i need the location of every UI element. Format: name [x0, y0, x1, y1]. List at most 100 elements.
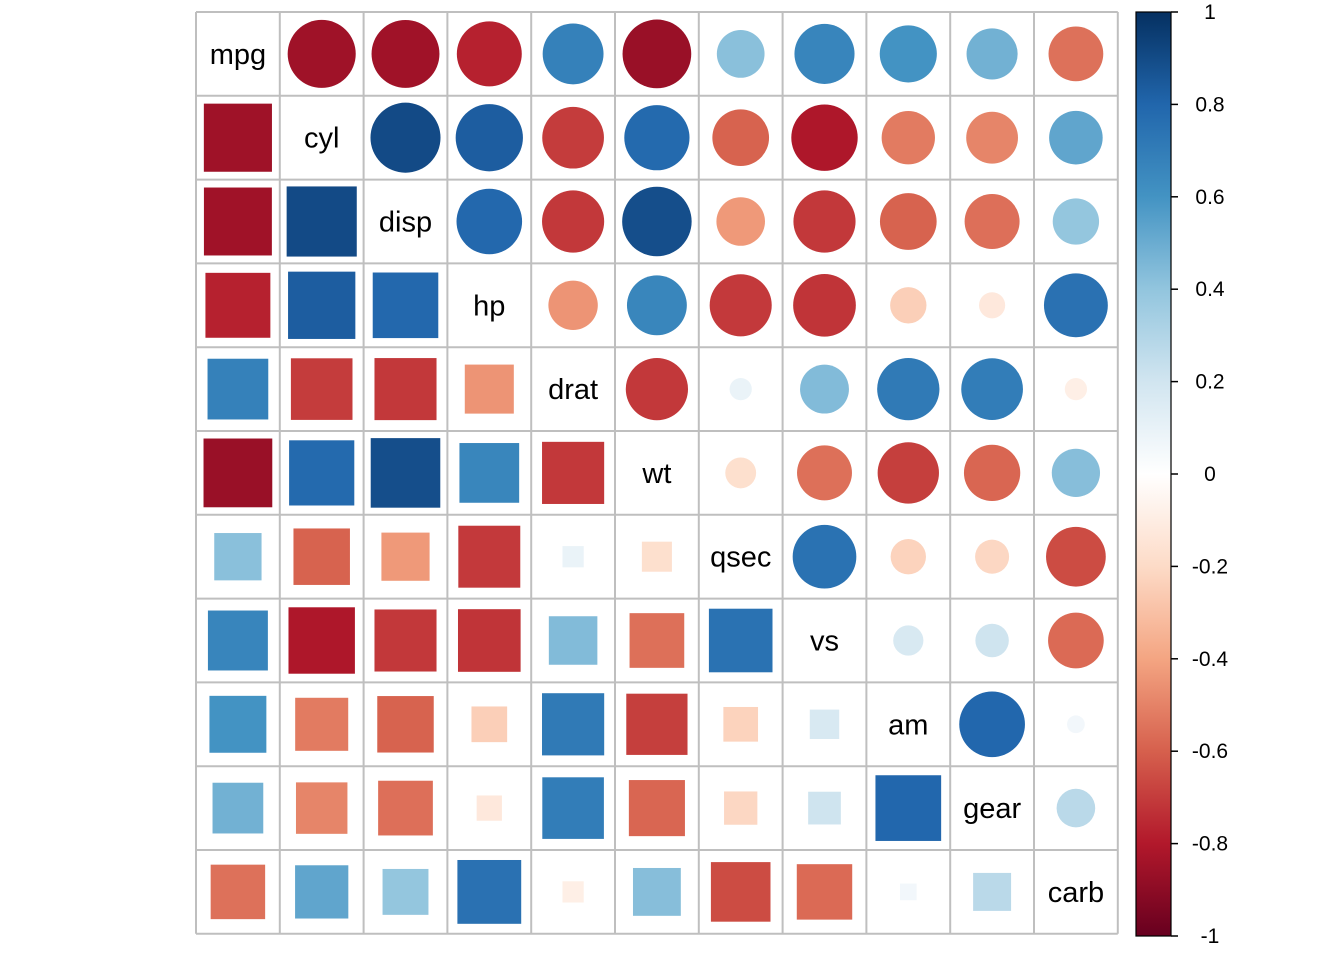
colorbar-tick-label: -0.2 [1192, 555, 1228, 578]
corr-square-qsec-mpg [212, 531, 264, 582]
corr-square-carb-wt [631, 866, 683, 918]
corr-circle-mpg-gear [966, 28, 1018, 80]
corr-square-am-drat [540, 691, 606, 757]
corr-square-am-wt [624, 692, 690, 757]
corr-square-qsec-drat [560, 544, 586, 569]
corr-square-gear-hp [475, 793, 504, 823]
corr-circle-cyl-qsec [712, 109, 770, 167]
corr-square-vs-hp [456, 607, 523, 674]
corr-square-am-hp [469, 704, 509, 744]
corr-circle-cyl-am [881, 111, 935, 165]
corr-circle-disp-vs [793, 190, 856, 253]
corr-circle-am-gear [959, 691, 1025, 758]
corr-circle-qsec-am [890, 539, 926, 575]
corr-square-disp-mpg [202, 186, 274, 257]
colorbar-tick-label: 0.4 [1195, 278, 1225, 301]
corr-circle-drat-carb [1064, 377, 1088, 401]
corr-square-gear-mpg [211, 781, 265, 835]
corr-square-drat-disp [372, 356, 439, 422]
corr-square-am-cyl [293, 696, 350, 753]
corr-circle-cyl-carb [1049, 110, 1103, 165]
corr-square-vs-drat [547, 614, 599, 667]
corr-square-gear-drat [540, 775, 606, 841]
colorbar-tick-label: -0.8 [1192, 833, 1228, 856]
colorbar-tick-label: 0.8 [1195, 93, 1224, 116]
corr-circle-hp-wt [626, 275, 687, 336]
corr-square-qsec-disp [379, 531, 432, 583]
corr-circle-hp-qsec [709, 274, 772, 337]
corr-square-am-mpg [207, 694, 268, 755]
diagonal-label-gear: gear [963, 793, 1021, 825]
colorbar-tick-label: 0.6 [1195, 186, 1224, 209]
corr-square-vs-cyl [286, 605, 357, 676]
corr-circle-drat-gear [961, 358, 1023, 420]
corr-circle-cyl-gear [966, 111, 1018, 164]
corr-square-vs-mpg [206, 609, 270, 672]
corr-circle-disp-wt [622, 186, 692, 257]
corr-square-carb-gear [971, 871, 1013, 913]
corr-circle-drat-vs [800, 364, 849, 414]
corr-circle-disp-qsec [716, 197, 765, 246]
corr-square-am-vs [808, 708, 841, 741]
corr-square-gear-cyl [294, 780, 349, 836]
corr-square-carb-mpg [209, 863, 267, 921]
corr-circle-drat-am [877, 357, 940, 421]
diagonal-label-am: am [888, 709, 928, 741]
corr-square-vs-wt [628, 611, 686, 670]
corr-square-drat-mpg [206, 357, 270, 421]
corr-circle-hp-drat [548, 280, 598, 331]
corr-circle-am-carb [1067, 715, 1085, 734]
corr-circle-disp-drat [542, 190, 605, 253]
corr-circle-cyl-drat [542, 106, 604, 169]
corr-square-drat-cyl [289, 356, 355, 422]
corr-circle-wt-gear [963, 444, 1021, 502]
colorbar-tick-label: -0.4 [1192, 648, 1229, 671]
colorbar-tick-label: 0.2 [1195, 371, 1224, 394]
corr-circle-cyl-vs [791, 104, 858, 171]
corr-circle-cyl-disp [370, 102, 441, 173]
diagonal-label-carb: carb [1048, 877, 1104, 909]
corr-circle-wt-qsec [725, 457, 757, 489]
corr-circle-qsec-carb [1046, 526, 1106, 587]
corr-circle-hp-gear [979, 292, 1006, 319]
corr-square-qsec-hp [456, 524, 522, 590]
corr-circle-vs-gear [975, 623, 1009, 658]
corr-square-vs-disp [372, 607, 439, 674]
corr-square-gear-am [873, 773, 943, 843]
corr-square-am-qsec [721, 705, 760, 744]
corr-square-wt-cyl [287, 438, 356, 507]
corr-circle-mpg-am [879, 25, 937, 83]
diagonal-label-drat: drat [548, 374, 598, 406]
corr-square-wt-drat [540, 440, 606, 506]
corr-square-carb-cyl [293, 863, 350, 921]
diagonal-label-qsec: qsec [710, 542, 771, 574]
corr-square-hp-cyl [286, 270, 357, 341]
corr-circle-drat-wt [625, 357, 689, 421]
corr-circle-wt-am [877, 442, 939, 504]
corr-circle-gear-carb [1056, 788, 1096, 828]
matrix-grid [195, 11, 1119, 935]
corr-square-gear-disp [376, 779, 435, 837]
corr-circle-vs-carb [1048, 612, 1104, 669]
corr-circle-disp-hp [456, 188, 523, 255]
corr-circle-hp-vs [793, 273, 856, 337]
corr-square-carb-qsec [709, 860, 772, 924]
corr-circle-mpg-carb [1048, 26, 1104, 82]
corr-circle-disp-carb [1052, 198, 1100, 245]
corr-circle-wt-vs [797, 445, 852, 501]
colorbar-tick-label: -0.6 [1192, 740, 1228, 763]
corr-circle-mpg-disp [371, 19, 440, 88]
diagonal-label-wt: wt [641, 458, 671, 490]
corr-square-gear-vs [806, 790, 843, 826]
corr-circle-disp-gear [964, 194, 1020, 249]
corr-square-wt-mpg [202, 437, 274, 509]
corr-circle-cyl-wt [624, 105, 690, 171]
corr-square-qsec-wt [640, 540, 674, 574]
colorbar-tick-label: 1 [1204, 1, 1216, 24]
corr-square-carb-am [898, 882, 919, 902]
color-legend: 1 0.8 0.6 0.4 0.2 0 -0.2 -0.4 -0.6 -0.8 -1 [1135, 1, 1229, 948]
corr-square-gear-qsec [722, 789, 759, 827]
corr-circle-cyl-hp [455, 104, 523, 172]
